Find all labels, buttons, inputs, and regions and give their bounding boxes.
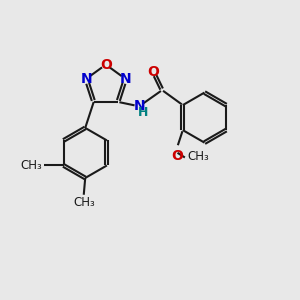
Text: CH₃: CH₃	[187, 150, 209, 163]
Text: N: N	[80, 72, 92, 86]
Text: CH₃: CH₃	[73, 196, 94, 209]
Text: O: O	[147, 65, 159, 79]
Text: O: O	[172, 149, 183, 163]
Text: N: N	[133, 99, 145, 113]
Text: CH₃: CH₃	[21, 159, 42, 172]
Text: O: O	[100, 58, 112, 72]
Text: H: H	[138, 106, 148, 119]
Text: N: N	[120, 72, 131, 86]
